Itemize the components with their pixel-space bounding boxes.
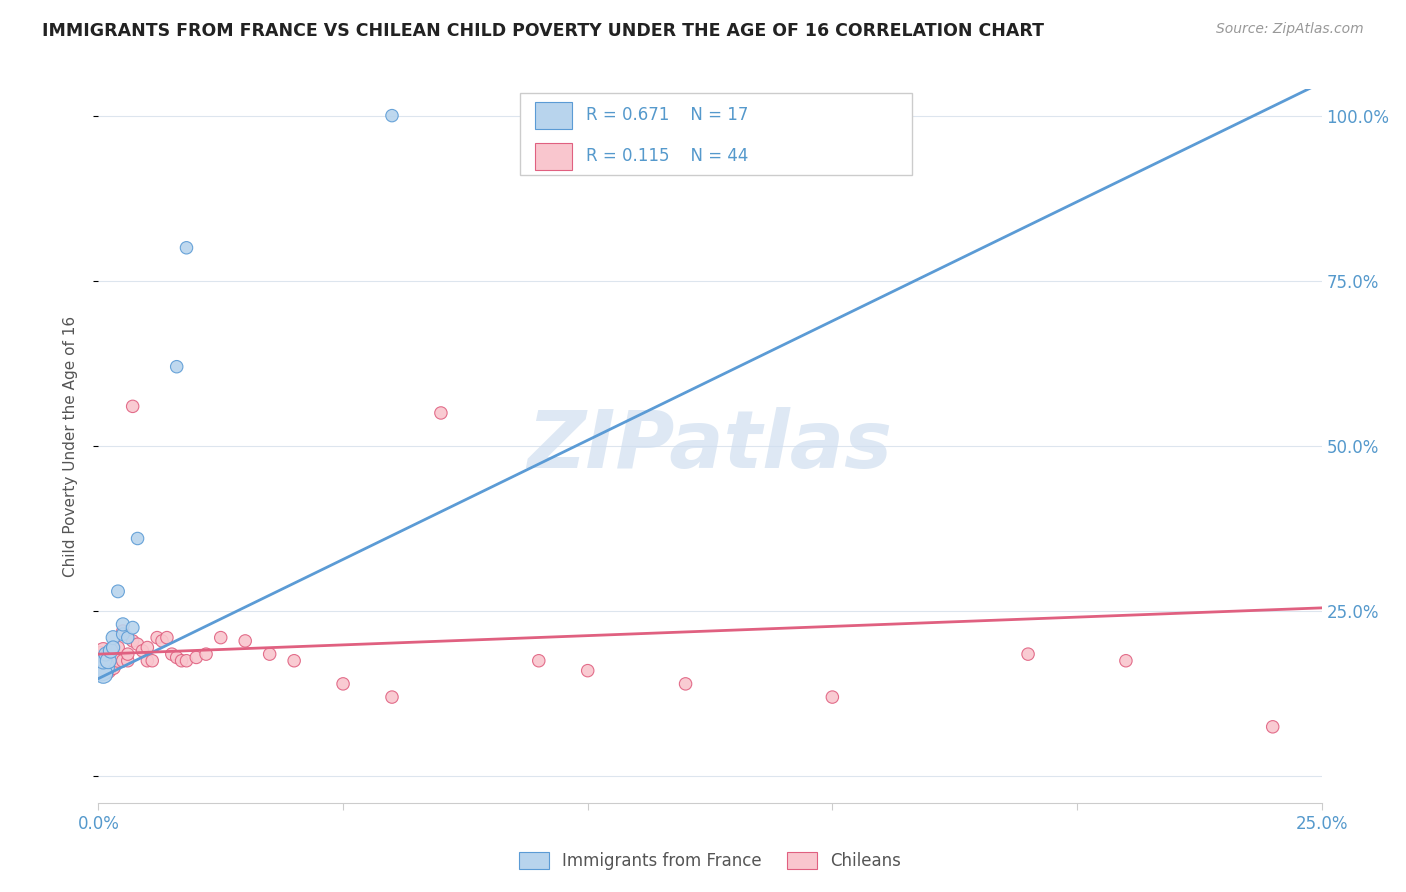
Point [100, 644, 122, 658]
Text: ZIPatlas: ZIPatlas [527, 407, 893, 485]
Text: IMMIGRANTS FROM FRANCE VS CHILEAN CHILD POVERTY UNDER THE AGE OF 16 CORRELATION : IMMIGRANTS FROM FRANCE VS CHILEAN CHILD … [42, 22, 1045, 40]
Point [97, 654, 120, 668]
Point [233, 634, 256, 648]
Point [527, 654, 550, 668]
Point [97, 647, 120, 661]
Bar [536, 143, 572, 169]
Point [127, 532, 149, 546]
Point [131, 644, 153, 658]
Point [121, 400, 143, 414]
Point [94, 654, 117, 668]
Point [1115, 654, 1137, 668]
Point [283, 654, 305, 668]
Point [107, 584, 129, 599]
Point [101, 631, 124, 645]
Point [156, 631, 179, 645]
Point [121, 634, 143, 648]
Text: Source: ZipAtlas.com: Source: ZipAtlas.com [1216, 22, 1364, 37]
Point [136, 640, 159, 655]
Point [121, 621, 143, 635]
Point [146, 631, 169, 645]
Point [576, 664, 599, 678]
Point [160, 647, 183, 661]
Point [141, 654, 163, 668]
Point [91, 644, 114, 658]
Point [332, 677, 354, 691]
Point [1261, 720, 1284, 734]
Point [209, 631, 232, 645]
Y-axis label: Child Poverty Under the Age of 16: Child Poverty Under the Age of 16 [63, 316, 77, 576]
Point [111, 617, 134, 632]
Point [1017, 647, 1039, 661]
Point [90, 660, 112, 674]
Point [176, 241, 198, 255]
Point [381, 690, 404, 704]
Point [186, 650, 208, 665]
Point [127, 637, 149, 651]
Point [97, 664, 120, 678]
Point [259, 647, 281, 661]
Point [111, 654, 134, 668]
Legend: Immigrants from France, Chileans: Immigrants from France, Chileans [512, 845, 908, 877]
Text: R = 0.115    N = 44: R = 0.115 N = 44 [586, 147, 749, 165]
Point [101, 644, 124, 658]
Text: R = 0.671    N = 17: R = 0.671 N = 17 [586, 106, 749, 124]
Point [136, 654, 159, 668]
Point [94, 647, 117, 661]
Point [381, 109, 404, 123]
Point [91, 667, 114, 681]
Point [821, 690, 844, 704]
Point [166, 650, 188, 665]
Point [91, 660, 114, 674]
Point [117, 654, 139, 668]
Point [101, 640, 124, 655]
Point [430, 406, 453, 420]
Point [150, 634, 173, 648]
Point [176, 654, 198, 668]
Point [107, 640, 129, 655]
Point [91, 654, 114, 668]
Point [117, 631, 139, 645]
Point [90, 654, 112, 668]
Point [101, 660, 124, 674]
Point [675, 677, 697, 691]
Point [166, 359, 188, 374]
Bar [536, 102, 572, 129]
Point [170, 654, 193, 668]
Point [195, 647, 218, 661]
Point [107, 654, 129, 668]
FancyBboxPatch shape [520, 93, 912, 175]
Point [111, 627, 134, 641]
Point [117, 647, 139, 661]
Point [111, 624, 134, 638]
